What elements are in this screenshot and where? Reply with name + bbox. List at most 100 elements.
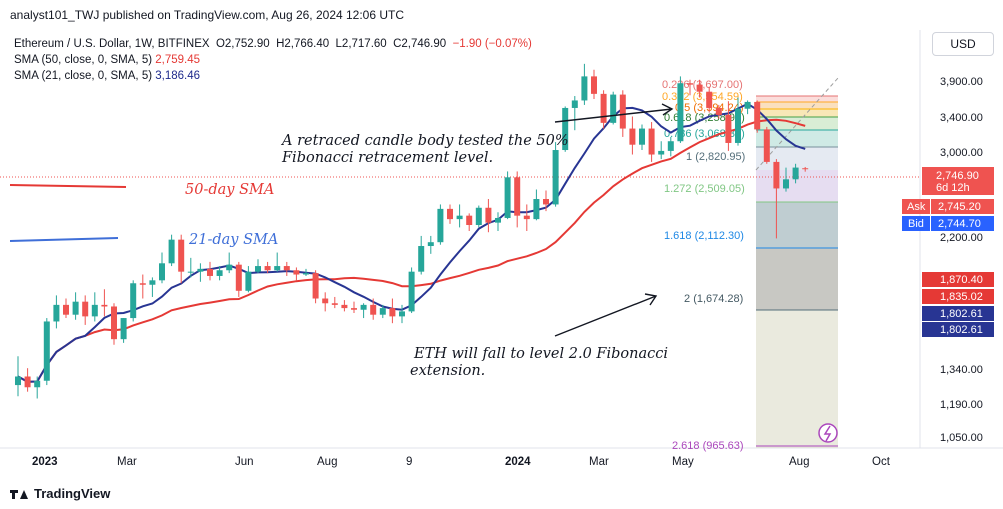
- last-price-countdown: 6d 12h: [936, 182, 970, 194]
- fib-label-2618: 2.618 (965.63): [672, 440, 744, 452]
- red-level-a: 1,870.40: [940, 274, 983, 286]
- candle-body: [63, 304, 69, 315]
- candle-body: [735, 108, 741, 143]
- sma21-annotation: 21-day SMA: [188, 232, 278, 248]
- legend-sma50-label: SMA (50, close, 0, SMA, 5): [14, 54, 153, 66]
- sma50-annotation: 50-day SMA: [185, 182, 274, 198]
- candle-body: [72, 301, 79, 315]
- candle-body: [629, 128, 636, 145]
- candle-body: [773, 161, 780, 189]
- candle-body: [504, 177, 511, 218]
- candle-body: [408, 271, 415, 312]
- ask-value: 2,745.20: [938, 201, 981, 213]
- candle-body: [600, 93, 607, 123]
- price-tick: 1,340.00: [940, 364, 983, 376]
- candle-body: [495, 217, 501, 223]
- fib-zone-2: [756, 248, 838, 310]
- candle-body: [667, 141, 674, 151]
- legend-sma50-row[interactable]: SMA (50, close, 0, SMA, 5) 2,759.45: [14, 52, 532, 68]
- ask-tag: [902, 199, 930, 214]
- legend-symbol-row: Ethereum / U.S. Dollar, 1W, BITFINEX O2,…: [14, 36, 532, 52]
- currency-button[interactable]: USD: [932, 32, 994, 56]
- candle-body: [379, 308, 386, 315]
- candle-body: [783, 179, 789, 189]
- arrow1-head: [661, 103, 674, 116]
- candle-body: [264, 266, 271, 271]
- candle-body: [111, 306, 117, 340]
- ask-value-tag: [931, 199, 994, 214]
- note1-line2: Fibonacci retracement level.: [281, 150, 493, 166]
- candle-body: [523, 215, 530, 220]
- legend-sma21-label: SMA (21, close, 0, SMA, 5): [14, 70, 153, 82]
- candle-body: [312, 273, 319, 299]
- fib-zone-0786: [756, 130, 838, 147]
- candle-body: [533, 199, 540, 220]
- red-level-tag-a: [922, 272, 994, 287]
- legend-symbol[interactable]: Ethereum / U.S. Dollar, 1W, BITFINEX: [14, 38, 210, 50]
- fib-zone-0236: [756, 96, 838, 102]
- fib-label-1272: 1.272 (2,509.05): [664, 183, 745, 195]
- candle-body: [43, 321, 50, 381]
- candle-body: [687, 83, 693, 85]
- candle-body: [187, 271, 194, 273]
- candle-body: [274, 266, 281, 271]
- legend-sma21-row[interactable]: SMA (21, close, 0, SMA, 5) 3,186.46: [14, 68, 532, 84]
- candle-body: [763, 129, 770, 162]
- legend-sma21-value: 3,186.46: [155, 70, 201, 82]
- candle-body: [303, 273, 309, 275]
- candle-body: [792, 167, 799, 180]
- footer: TradingView: [0, 478, 1003, 509]
- ask-tag-text: Ask: [907, 201, 926, 213]
- candle-body: [571, 100, 578, 108]
- sma21-legend-line: [9, 237, 119, 242]
- bolt-icon[interactable]: [818, 423, 838, 443]
- candle-body: [178, 239, 185, 272]
- candle-body: [139, 283, 146, 285]
- price-tick: 1,050.00: [940, 432, 983, 444]
- candle-body: [226, 264, 233, 271]
- candle-body: [197, 268, 204, 272]
- candle-body: [658, 150, 665, 155]
- price-tick: 3,400.00: [940, 112, 983, 124]
- time-tick: Jun: [235, 456, 254, 468]
- time-tick: May: [672, 456, 694, 468]
- candle-body: [447, 208, 453, 220]
- candle-body: [754, 101, 761, 130]
- fib-label-1618: 1.618 (2,112.30): [664, 230, 744, 242]
- candle-body: [341, 304, 348, 309]
- candle-body: [696, 84, 703, 92]
- candles: [15, 63, 809, 399]
- candle-body: [216, 270, 223, 276]
- fib-zone-05: [756, 109, 838, 117]
- candle-body: [207, 268, 213, 276]
- candle-body: [677, 83, 684, 142]
- candle-body: [456, 215, 463, 220]
- price-chart[interactable]: 0.236 (3,697.00) 0.382 (3,554.59) 0.5 (3…: [0, 0, 1003, 478]
- arrow1-shaft: [554, 108, 673, 123]
- red-level-b: 1,835.02: [940, 291, 983, 303]
- candle-body: [101, 304, 108, 307]
- price-tick: 1,190.00: [940, 399, 983, 411]
- time-tick: Aug: [789, 456, 809, 468]
- legend-high: H2,766.40: [276, 38, 330, 50]
- fib-zone-1618: [756, 202, 838, 248]
- candle-body: [619, 94, 626, 129]
- candle-body: [427, 242, 434, 247]
- candle-body: [120, 318, 127, 340]
- candle-body: [466, 215, 473, 226]
- bid-value: 2,744.70: [938, 218, 981, 230]
- candle-body: [283, 266, 290, 271]
- candle-body: [514, 177, 521, 216]
- note2-line2: extension.: [410, 363, 485, 379]
- red-level-tag-b: [922, 289, 994, 304]
- candle-body: [543, 199, 549, 205]
- arrow2-head: [644, 293, 658, 306]
- blue-level-tag-a: [922, 306, 994, 321]
- publisher-text: analyst101_TWJ published on TradingView.…: [10, 8, 405, 22]
- candle-body: [744, 101, 751, 109]
- bid-tag-text: Bid: [908, 218, 924, 230]
- price-tick: 3,900.00: [940, 76, 983, 88]
- candle-body: [475, 207, 482, 226]
- time-tick: Oct: [872, 456, 891, 468]
- candle-body: [91, 304, 98, 317]
